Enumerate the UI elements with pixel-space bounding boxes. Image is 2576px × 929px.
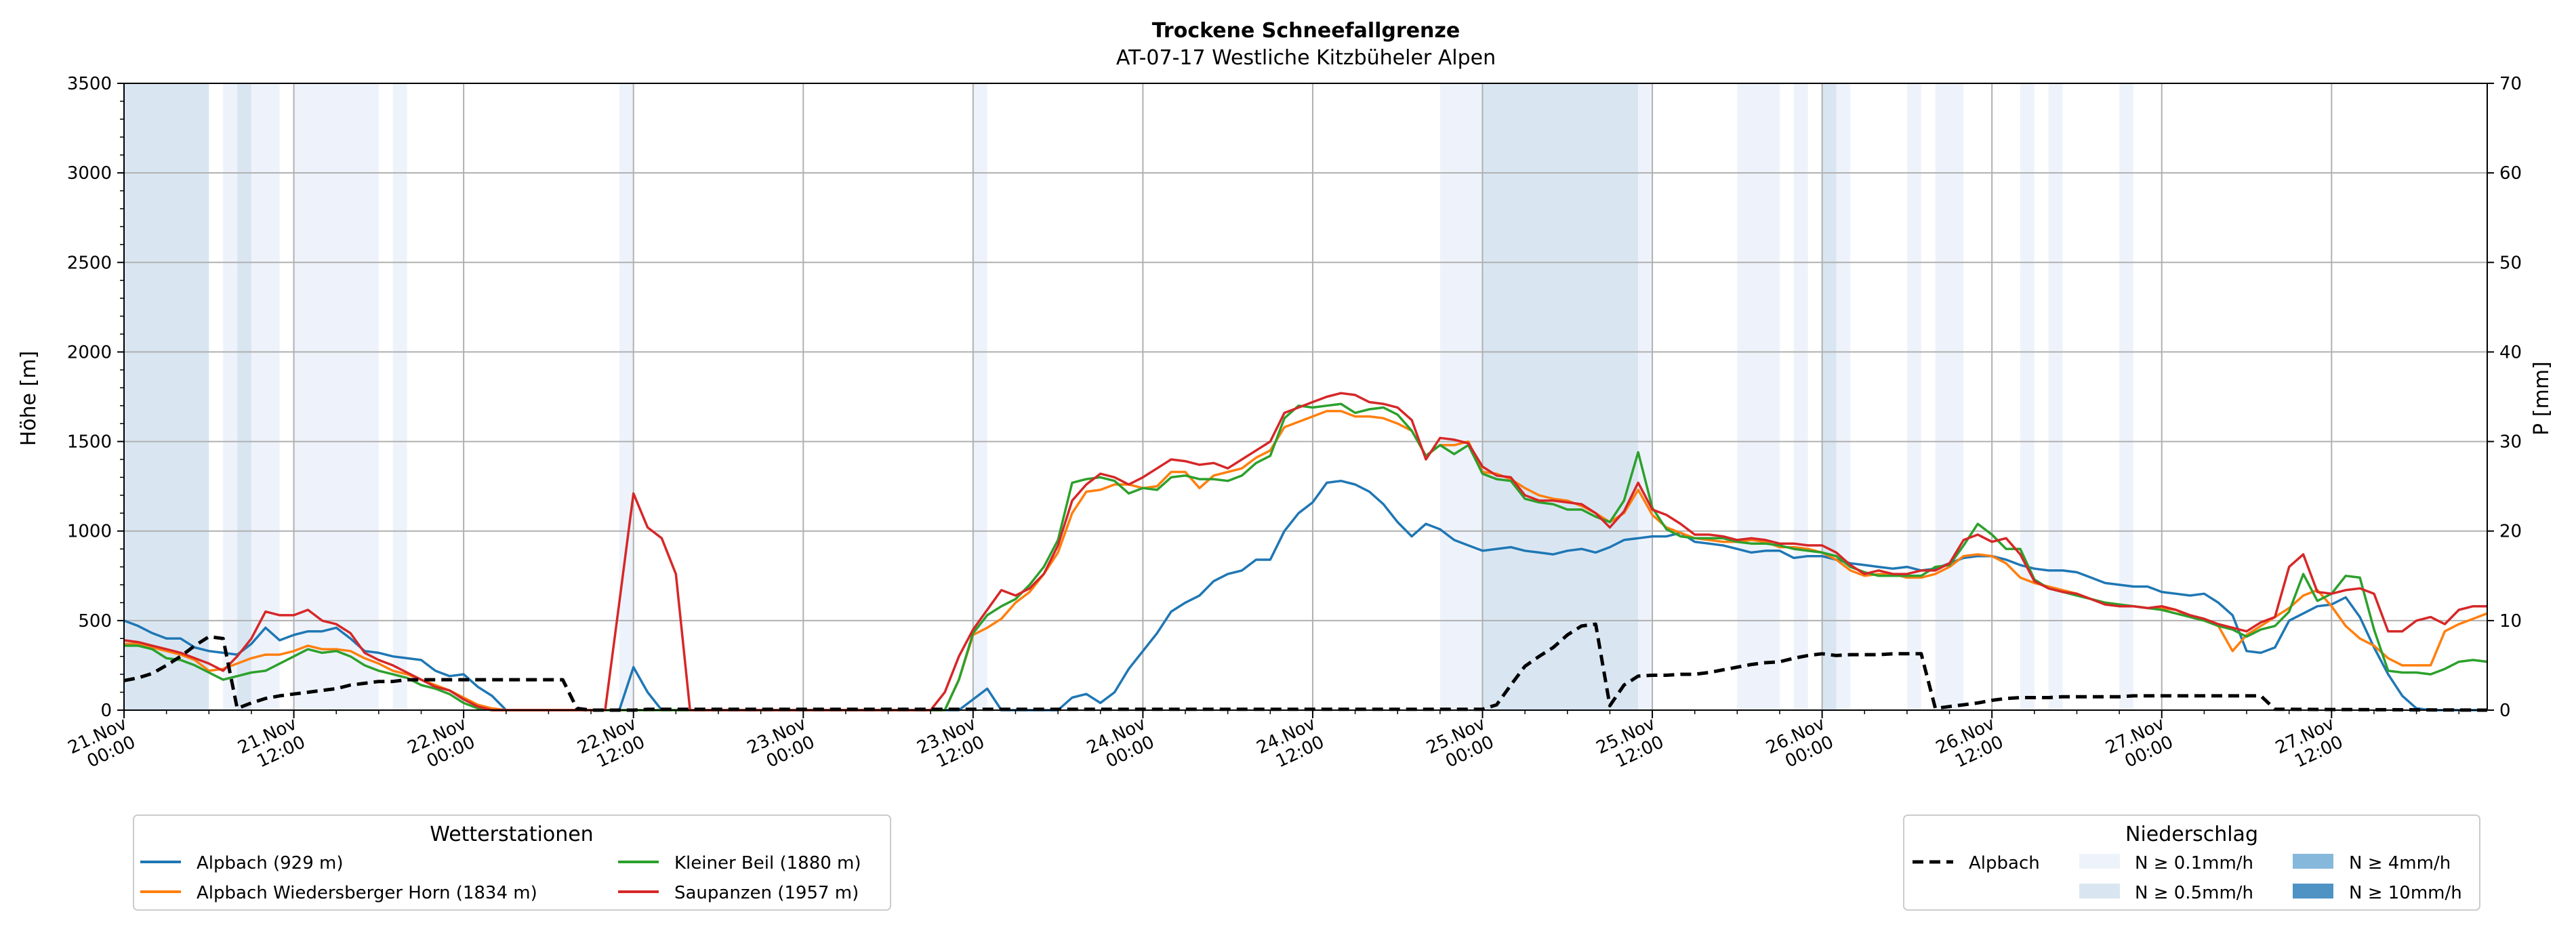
legend-stations-title: Wetterstationen bbox=[430, 823, 593, 846]
y-tick-label-right-5: 50 bbox=[2499, 253, 2522, 273]
legend-swatch-n4 bbox=[2293, 854, 2333, 869]
x-tick-label-7: 24.Nov12:00 bbox=[1254, 714, 1328, 777]
y-tick-label-right-6: 60 bbox=[2499, 163, 2522, 184]
y-tick-label-left-1: 500 bbox=[78, 611, 112, 632]
legend-label-n4: N ≥ 4mm/h bbox=[2349, 853, 2451, 873]
series-line-2 bbox=[124, 402, 2488, 711]
y-axis-label-right: P [mm] bbox=[2530, 361, 2554, 435]
precip-band-10 bbox=[1638, 83, 1653, 710]
chart-subtitle: AT-07-17 Westliche Kitzbüheler Alpen bbox=[1116, 46, 1496, 70]
series-line-3 bbox=[123, 392, 2487, 711]
precip-band-13 bbox=[1822, 83, 1837, 710]
y-tick-label-left-6: 3000 bbox=[67, 163, 112, 184]
precip-band-7 bbox=[973, 83, 987, 710]
y-tick-label-right-7: 70 bbox=[2499, 74, 2522, 94]
x-tick-label-0: 21.Nov00:00 bbox=[65, 714, 139, 777]
y-tick-label-right-3: 30 bbox=[2499, 432, 2522, 453]
legend-label-wiedersberger-horn: Alpbach Wiedersberger Horn (1834 m) bbox=[197, 883, 537, 903]
y-tick-label-left-4: 2000 bbox=[67, 342, 112, 363]
legend-label-n05: N ≥ 0.5mm/h bbox=[2135, 883, 2253, 903]
precip-band-16 bbox=[1935, 83, 1964, 710]
y-axis-label-left: Höhe [m] bbox=[17, 351, 41, 447]
x-tick-label-9: 25.Nov12:00 bbox=[1593, 714, 1667, 777]
precipitation-bands bbox=[124, 83, 2133, 710]
legend-swatch-n10 bbox=[2293, 884, 2333, 899]
axes: 0 500 1000 1500 2000 2500 3000 3500 0 10 20 30 40 50 6… bbox=[65, 74, 2522, 777]
x-tick-label-6: 24.Nov00:00 bbox=[1084, 714, 1158, 777]
legend-label-n10: N ≥ 10mm/h bbox=[2349, 883, 2462, 903]
precip-band-11 bbox=[1737, 83, 1780, 710]
y-tick-label-right-0: 0 bbox=[2499, 701, 2511, 721]
plot-frame bbox=[123, 83, 2488, 711]
x-tick-label-4: 23.Nov00:00 bbox=[744, 714, 818, 777]
y-tick-label-left-5: 2500 bbox=[67, 253, 112, 273]
precip-band-12 bbox=[1793, 83, 1808, 710]
legend-label-n01: N ≥ 0.1mm/h bbox=[2135, 853, 2253, 873]
precip-band-5 bbox=[392, 83, 407, 710]
legend-precipitation: Niederschlag Alpbach N ≥ 0.1mm/h N ≥ 0.5… bbox=[1903, 814, 2480, 911]
legend-precip-title: Niederschlag bbox=[2125, 823, 2258, 846]
precip-band-19 bbox=[2119, 83, 2133, 710]
precip-band-4 bbox=[293, 83, 379, 710]
precip-band-2 bbox=[223, 83, 238, 710]
legend-swatch-n01 bbox=[2079, 854, 2120, 869]
y-tick-label-left-3: 1500 bbox=[67, 432, 112, 453]
series-line-4 bbox=[123, 622, 2488, 712]
x-tick-label-8: 25.Nov00:00 bbox=[1423, 714, 1497, 777]
y-tick-label-right-2: 20 bbox=[2499, 522, 2522, 542]
legend-stations: Wetterstationen Alpbach (929 m) Alpbach … bbox=[133, 814, 891, 911]
x-tick-label-1: 21.Nov12:00 bbox=[234, 714, 308, 777]
legend-label-alpbach-precip: Alpbach bbox=[1969, 853, 2040, 873]
x-tick-label-12: 27.Nov00:00 bbox=[2103, 714, 2177, 777]
x-tick-label-3: 22.Nov12:00 bbox=[575, 714, 649, 777]
chart-title: Trockene Schneefallgrenze bbox=[1152, 19, 1460, 43]
legend-label-kleiner-beil: Kleiner Beil (1880 m) bbox=[674, 853, 861, 873]
legend-stations-frame bbox=[133, 814, 891, 911]
precip-band-15 bbox=[1906, 83, 1921, 710]
precip-band-0 bbox=[124, 83, 209, 710]
y-tick-label-right-4: 40 bbox=[2499, 342, 2522, 363]
grid-lines bbox=[123, 83, 2487, 711]
precip-band-1 bbox=[237, 83, 251, 710]
data-series bbox=[123, 392, 2488, 712]
precip-band-6 bbox=[619, 83, 634, 710]
x-tick-label-2: 22.Nov00:00 bbox=[405, 714, 478, 777]
legend-swatch-n05 bbox=[2079, 884, 2120, 899]
precip-band-17 bbox=[2020, 83, 2035, 710]
precip-band-14 bbox=[1836, 83, 1851, 710]
legend-label-saupanzen: Saupanzen (1957 m) bbox=[674, 883, 859, 903]
series-line-0 bbox=[123, 479, 2487, 711]
x-tick-label-11: 26.Nov12:00 bbox=[1933, 714, 2007, 777]
x-tick-label-10: 26.Nov00:00 bbox=[1763, 714, 1837, 777]
y-tick-label-left-7: 3500 bbox=[67, 74, 112, 94]
y-tick-label-left-2: 1000 bbox=[67, 522, 112, 542]
legend-label-alpbach: Alpbach (929 m) bbox=[197, 853, 344, 873]
precip-band-3 bbox=[251, 83, 280, 710]
x-tick-label-5: 23.Nov12:00 bbox=[914, 714, 988, 777]
precip-band-18 bbox=[2048, 83, 2063, 710]
x-tick-label-13: 27.Nov12:00 bbox=[2272, 714, 2346, 777]
precip-band-9 bbox=[1482, 83, 1639, 710]
precip-band-8 bbox=[1439, 83, 1483, 710]
y-tick-label-left-0: 0 bbox=[100, 701, 112, 721]
legend-precip-frame bbox=[1903, 814, 2480, 911]
y-tick-label-right-1: 10 bbox=[2499, 611, 2522, 632]
